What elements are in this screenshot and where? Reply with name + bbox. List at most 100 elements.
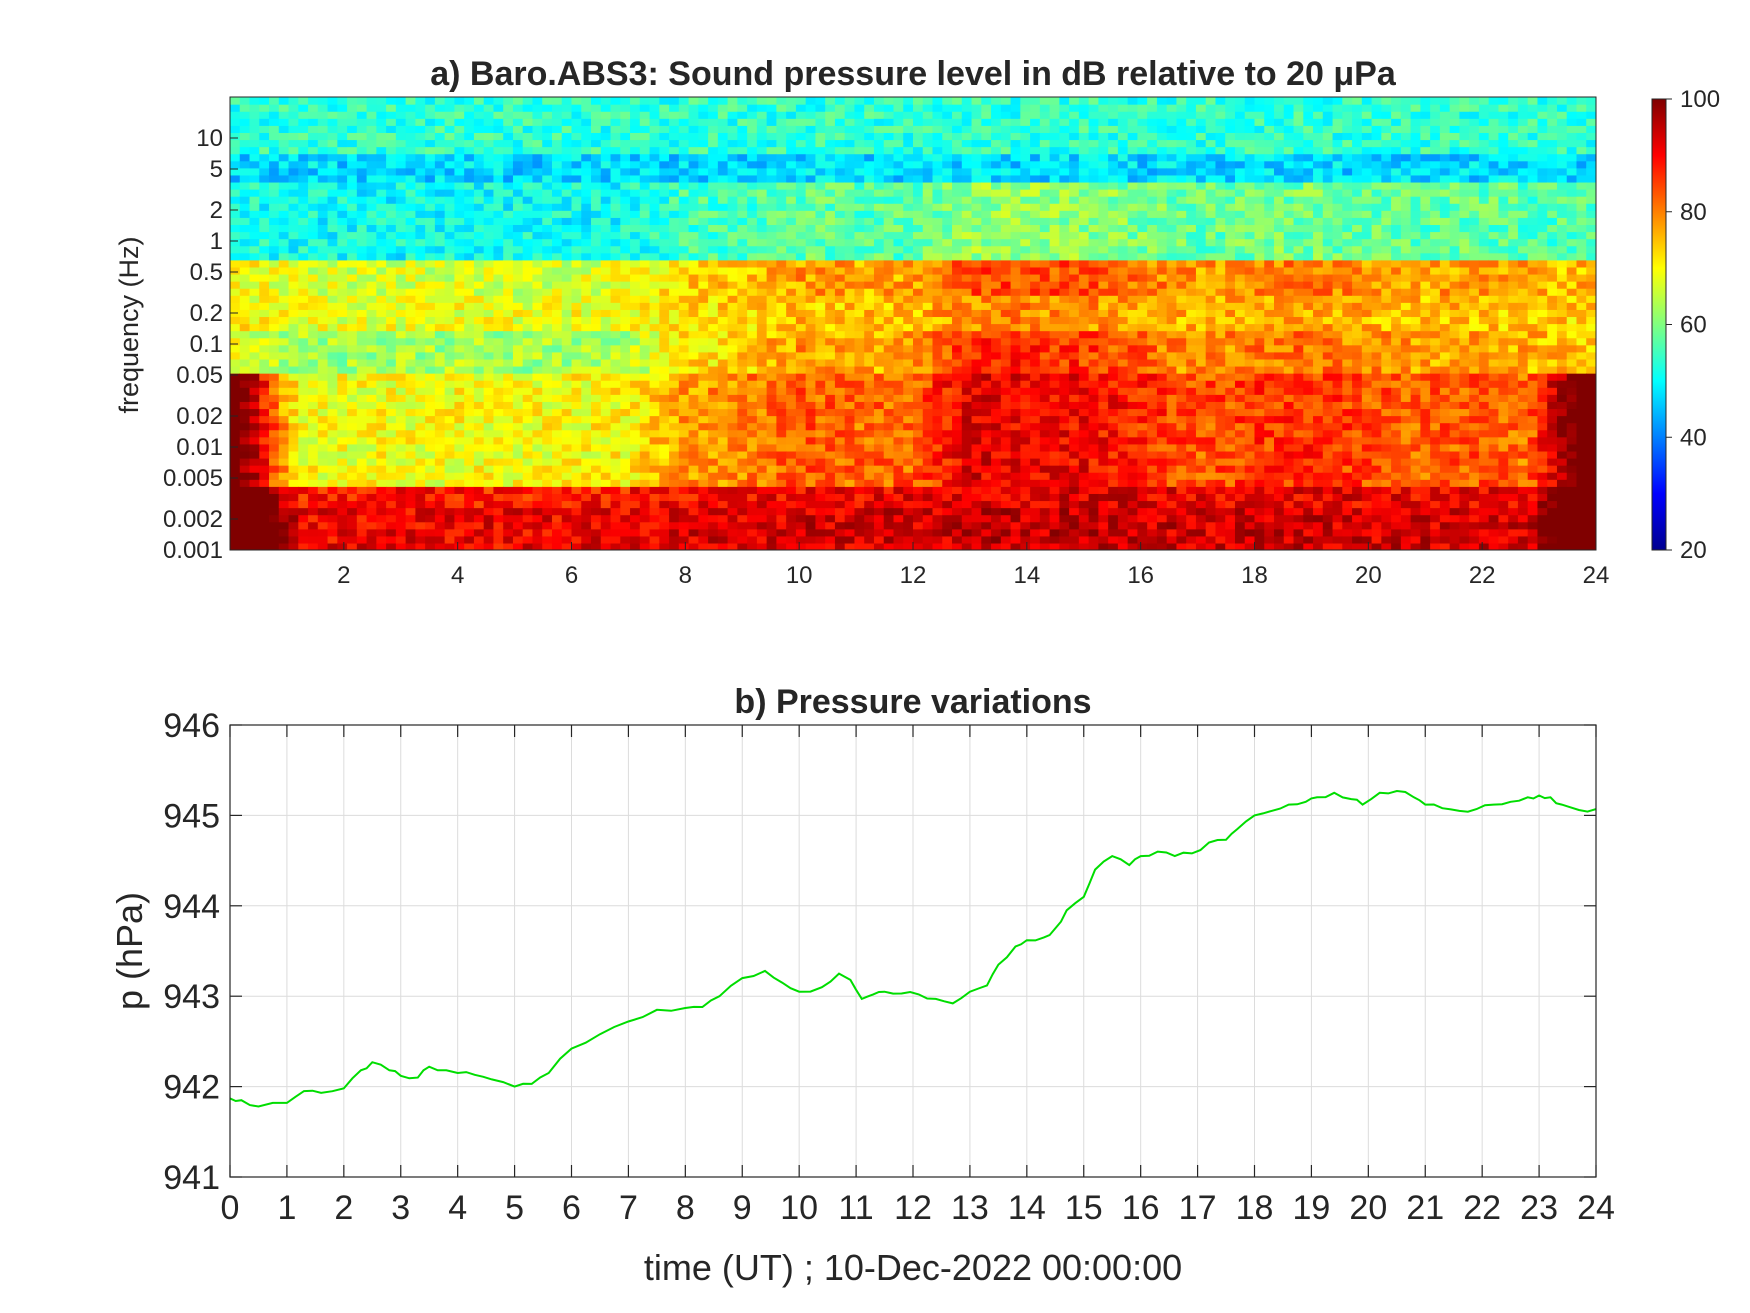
heatmap-cell [688, 521, 699, 530]
heatmap-cell [834, 514, 846, 523]
heatmap-cell [825, 174, 836, 183]
heatmap-cell [913, 493, 924, 502]
heatmap-cell [669, 203, 680, 211]
heatmap-cell [825, 351, 836, 360]
heatmap-cell [922, 408, 934, 417]
heatmap-cell [405, 507, 416, 516]
heatmap-cell [747, 436, 758, 445]
heatmap-cell [747, 281, 758, 289]
heatmap-cell [454, 415, 465, 424]
heatmap-cell [737, 500, 748, 509]
heatmap-cell [815, 259, 826, 268]
heatmap-cell [639, 167, 651, 176]
heatmap-cell [347, 104, 358, 112]
heatmap-cell [913, 373, 924, 381]
heatmap-cell [766, 535, 777, 544]
heatmap-cell [844, 189, 856, 197]
heatmap-cell [561, 500, 573, 509]
heatmap-cell [737, 125, 748, 133]
heatmap-cell [512, 457, 524, 466]
heatmap-cell [249, 323, 260, 332]
heatmap-cell [873, 493, 885, 502]
heatmap-cell [991, 521, 1002, 530]
heatmap-cell [756, 309, 768, 318]
heatmap-cell [473, 288, 485, 296]
heatmap-cell [776, 472, 787, 480]
heatmap-cell [278, 281, 290, 289]
heatmap-cell [347, 337, 358, 346]
heatmap-cell [688, 160, 699, 169]
heatmap-cell [347, 479, 358, 487]
heatmap-cell [551, 316, 563, 325]
heatmap-cell [366, 358, 377, 367]
heatmap-cell [844, 281, 856, 289]
heatmap-cell [942, 443, 953, 452]
heatmap-cell [649, 493, 660, 502]
heatmap-cell [727, 387, 738, 395]
heatmap-cell [317, 210, 329, 218]
heatmap-cell [981, 380, 992, 388]
heatmap-cell [288, 167, 299, 176]
heatmap-cell [308, 238, 319, 247]
heatmap-cell [278, 401, 290, 410]
heatmap-cell [366, 139, 377, 148]
heatmap-cell [600, 358, 612, 367]
heatmap-cell [717, 224, 729, 233]
heatmap-cell [786, 507, 797, 516]
heatmap-cell [298, 387, 309, 395]
heatmap-cell [493, 146, 504, 155]
heatmap-cell [864, 337, 875, 346]
heatmap-cell [239, 507, 251, 516]
heatmap-cell [630, 443, 641, 452]
heatmap-cell [620, 259, 631, 268]
heatmap-cell [483, 443, 495, 452]
heatmap-cell [854, 210, 865, 218]
heatmap-cell [347, 139, 358, 148]
heatmap-cell [434, 344, 446, 353]
heatmap-cell [688, 450, 699, 459]
heatmap-cell [444, 231, 456, 240]
heatmap-cell [522, 387, 534, 395]
heatmap-cell [259, 323, 270, 332]
heatmap-cell [278, 125, 290, 133]
heatmap-cell [747, 358, 758, 367]
heatmap-cell [786, 217, 797, 226]
heatmap-cell [454, 295, 465, 303]
heatmap-cell [249, 160, 260, 169]
heatmap-cell [444, 401, 456, 410]
heatmap-cell [366, 132, 377, 141]
heatmap-cell [269, 245, 280, 254]
heatmap-cell [259, 266, 270, 275]
heatmap-cell [532, 118, 543, 126]
heatmap-cell [873, 436, 885, 445]
heatmap-cell [395, 429, 407, 438]
heatmap-cell [786, 330, 797, 339]
heatmap-cell [669, 181, 680, 190]
heatmap-cell [961, 422, 973, 431]
heatmap-cell [708, 217, 719, 226]
heatmap-cell [756, 401, 768, 410]
heatmap-cell [376, 408, 387, 417]
heatmap-cell [405, 479, 416, 487]
heatmap-cell [503, 507, 514, 516]
heatmap-cell [786, 97, 797, 105]
heatmap-cell [405, 231, 416, 240]
heatmap-cell [493, 479, 504, 487]
heatmap-cell [542, 542, 553, 550]
heatmap-cell [942, 316, 953, 325]
heatmap-cell [386, 479, 397, 487]
heatmap-cell [376, 323, 387, 332]
heatmap-cell [454, 479, 465, 487]
heatmap-cell [591, 450, 602, 459]
heatmap-cell [805, 493, 817, 502]
heatmap-cell [981, 196, 992, 204]
heatmap-cell [522, 181, 534, 190]
heatmap-cell [327, 507, 338, 516]
heatmap-cell [747, 528, 758, 537]
heatmap-cell [639, 542, 651, 550]
heatmap-cell [610, 408, 621, 417]
heatmap-cell [893, 266, 904, 275]
heatmap-cell [610, 139, 621, 148]
heatmap-cell [688, 507, 699, 516]
heatmap-cell [786, 415, 797, 424]
